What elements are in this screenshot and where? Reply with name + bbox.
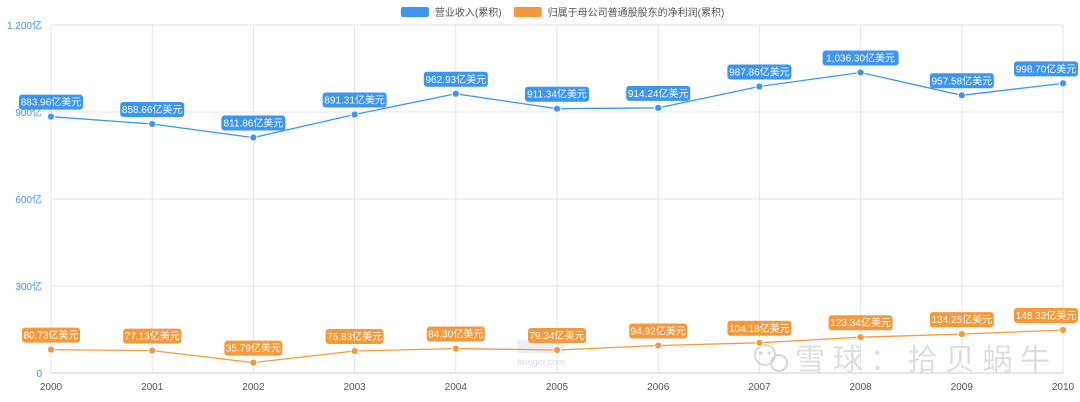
x-tick-label: 2001 [141, 382, 164, 393]
data-point [451, 89, 460, 98]
data-label: 998.70亿美元 [1016, 62, 1077, 75]
x-tick-label: 2002 [242, 382, 265, 393]
data-label: 987.86亿美元 [729, 66, 790, 79]
data-label-box [1014, 61, 1078, 77]
x-tick-label: 2009 [951, 382, 974, 393]
data-label: 75.83亿美元 [327, 330, 382, 343]
data-label: 883.96亿美元 [21, 96, 82, 109]
data-point [148, 119, 157, 129]
data-point [957, 91, 966, 100]
x-tick-label: 2004 [445, 382, 468, 393]
data-label: 962.93亿美元 [426, 73, 487, 86]
x-tick-label: 2007 [748, 382, 771, 393]
data-label-box [929, 73, 994, 89]
legend-swatch-1 [400, 7, 429, 17]
data-label-box [325, 329, 384, 345]
watermark-layer: lixinger.com 雪球：拾贝蜗牛 [517, 340, 1050, 377]
data-point [654, 103, 663, 112]
data-label: 957.58亿美元 [932, 74, 993, 87]
data-point [856, 333, 865, 342]
data-label: 94.92亿美元 [631, 324, 686, 337]
data-label-box [22, 327, 80, 343]
data-label: 134.25亿美元 [932, 313, 993, 326]
data-label-box [1014, 307, 1078, 323]
data-point [249, 133, 258, 142]
data-point [856, 68, 865, 77]
x-tick-label: 2005 [546, 382, 569, 393]
x-tick-label: 2008 [849, 382, 872, 393]
lixinger-watermark-text: lixinger.com [517, 357, 565, 367]
data-label: 84.30亿美元 [428, 328, 483, 341]
data-label-box [528, 327, 586, 343]
data-point [148, 346, 157, 355]
legend-label-1: 营业收入(累积) [435, 6, 502, 19]
x-tick-label: 2010 [1052, 382, 1075, 393]
data-point [755, 82, 764, 91]
data-point [1058, 79, 1068, 88]
data-label-box [123, 328, 182, 344]
data-label: 79.34亿美元 [529, 329, 584, 342]
data-label-box [221, 115, 286, 131]
data-label: 77.13亿美元 [125, 330, 180, 343]
data-label: 80.73亿美元 [23, 329, 78, 342]
data-label-layer: 883.96亿美元 858.66亿美元 811.86亿美元 891.31亿美元 962.… [19, 50, 1078, 356]
data-label-box [629, 323, 688, 339]
data-label: 914.24亿美元 [628, 87, 689, 100]
data-label-box [828, 315, 893, 331]
data-label: 1,036.30亿美元 [826, 51, 895, 64]
xueqiu-watermark: 雪球：拾贝蜗牛 [754, 344, 1050, 377]
data-point [451, 344, 460, 353]
y-tick-label: 600亿 [15, 193, 42, 206]
data-point [552, 345, 562, 355]
legend-swatch-2 [513, 7, 542, 17]
legend-label-2: 归属于母公司普通股股东的净利润(累积) [548, 6, 725, 19]
data-label: 35.79亿美元 [226, 342, 281, 355]
y-tick-label: 300亿 [15, 280, 42, 293]
data-label: 123.34亿美元 [830, 316, 891, 329]
data-point [350, 346, 359, 356]
data-label-box [929, 312, 994, 328]
x-tick-label: 2000 [40, 382, 63, 393]
data-point [957, 329, 966, 339]
data-point [654, 341, 663, 350]
data-label-box [423, 71, 488, 87]
wechat-icon [754, 344, 788, 372]
data-point [46, 112, 56, 121]
y-tick-label: 1,200亿 [7, 19, 42, 32]
data-label-box [120, 101, 185, 117]
legend: 营业收入(累积) 归属于母公司普通股股东的净利润(累积) [400, 6, 725, 19]
y-tick-label: 0 [36, 369, 42, 380]
x-tick-label: 2003 [343, 382, 366, 393]
data-label: 148.33亿美元 [1016, 309, 1077, 322]
data-label-box [322, 92, 387, 108]
data-label-box [727, 320, 792, 336]
data-point [1058, 325, 1068, 335]
data-label-box [525, 86, 589, 102]
xueqiu-watermark-text: 雪球：拾贝蜗牛 [795, 344, 1050, 377]
data-label-box [19, 94, 83, 110]
series-layer [46, 68, 1068, 367]
data-point [350, 110, 359, 119]
data-label-box [822, 50, 899, 66]
data-label-box [626, 85, 691, 101]
data-label: 911.34亿美元 [527, 88, 587, 101]
data-label-box [727, 64, 792, 80]
x-tick-label: 2006 [647, 382, 670, 393]
data-point [552, 104, 562, 113]
data-label: 891.31亿美元 [324, 94, 385, 107]
data-label-box [426, 326, 485, 342]
data-label: 811.86亿美元 [223, 117, 283, 130]
data-label: 104.18亿美元 [729, 322, 790, 335]
data-label: 858.66亿美元 [122, 103, 183, 116]
data-label-box [224, 340, 283, 356]
data-point [46, 345, 56, 354]
grid-layer [50, 24, 1064, 374]
data-point [249, 358, 258, 367]
data-point [755, 338, 764, 347]
